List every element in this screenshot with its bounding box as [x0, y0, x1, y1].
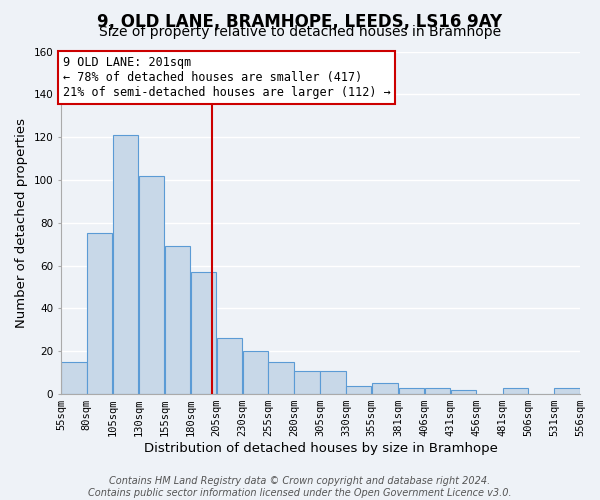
Bar: [425, 388, 450, 394]
Y-axis label: Number of detached properties: Number of detached properties: [15, 118, 28, 328]
Bar: [165, 246, 190, 394]
Bar: [61, 362, 86, 394]
Bar: [217, 338, 242, 394]
Bar: [191, 272, 216, 394]
Bar: [503, 388, 528, 394]
Bar: [242, 352, 268, 394]
Bar: [139, 176, 164, 394]
Bar: [113, 135, 139, 394]
Bar: [320, 370, 346, 394]
Bar: [268, 362, 294, 394]
Bar: [295, 370, 320, 394]
Bar: [451, 390, 476, 394]
Text: 9, OLD LANE, BRAMHOPE, LEEDS, LS16 9AY: 9, OLD LANE, BRAMHOPE, LEEDS, LS16 9AY: [97, 12, 503, 30]
X-axis label: Distribution of detached houses by size in Bramhope: Distribution of detached houses by size …: [143, 442, 497, 455]
Bar: [372, 384, 398, 394]
Bar: [346, 386, 371, 394]
Text: Size of property relative to detached houses in Bramhope: Size of property relative to detached ho…: [99, 25, 501, 39]
Bar: [399, 388, 424, 394]
Text: Contains HM Land Registry data © Crown copyright and database right 2024.
Contai: Contains HM Land Registry data © Crown c…: [88, 476, 512, 498]
Bar: [87, 234, 112, 394]
Text: 9 OLD LANE: 201sqm
← 78% of detached houses are smaller (417)
21% of semi-detach: 9 OLD LANE: 201sqm ← 78% of detached hou…: [63, 56, 391, 99]
Bar: [554, 388, 580, 394]
